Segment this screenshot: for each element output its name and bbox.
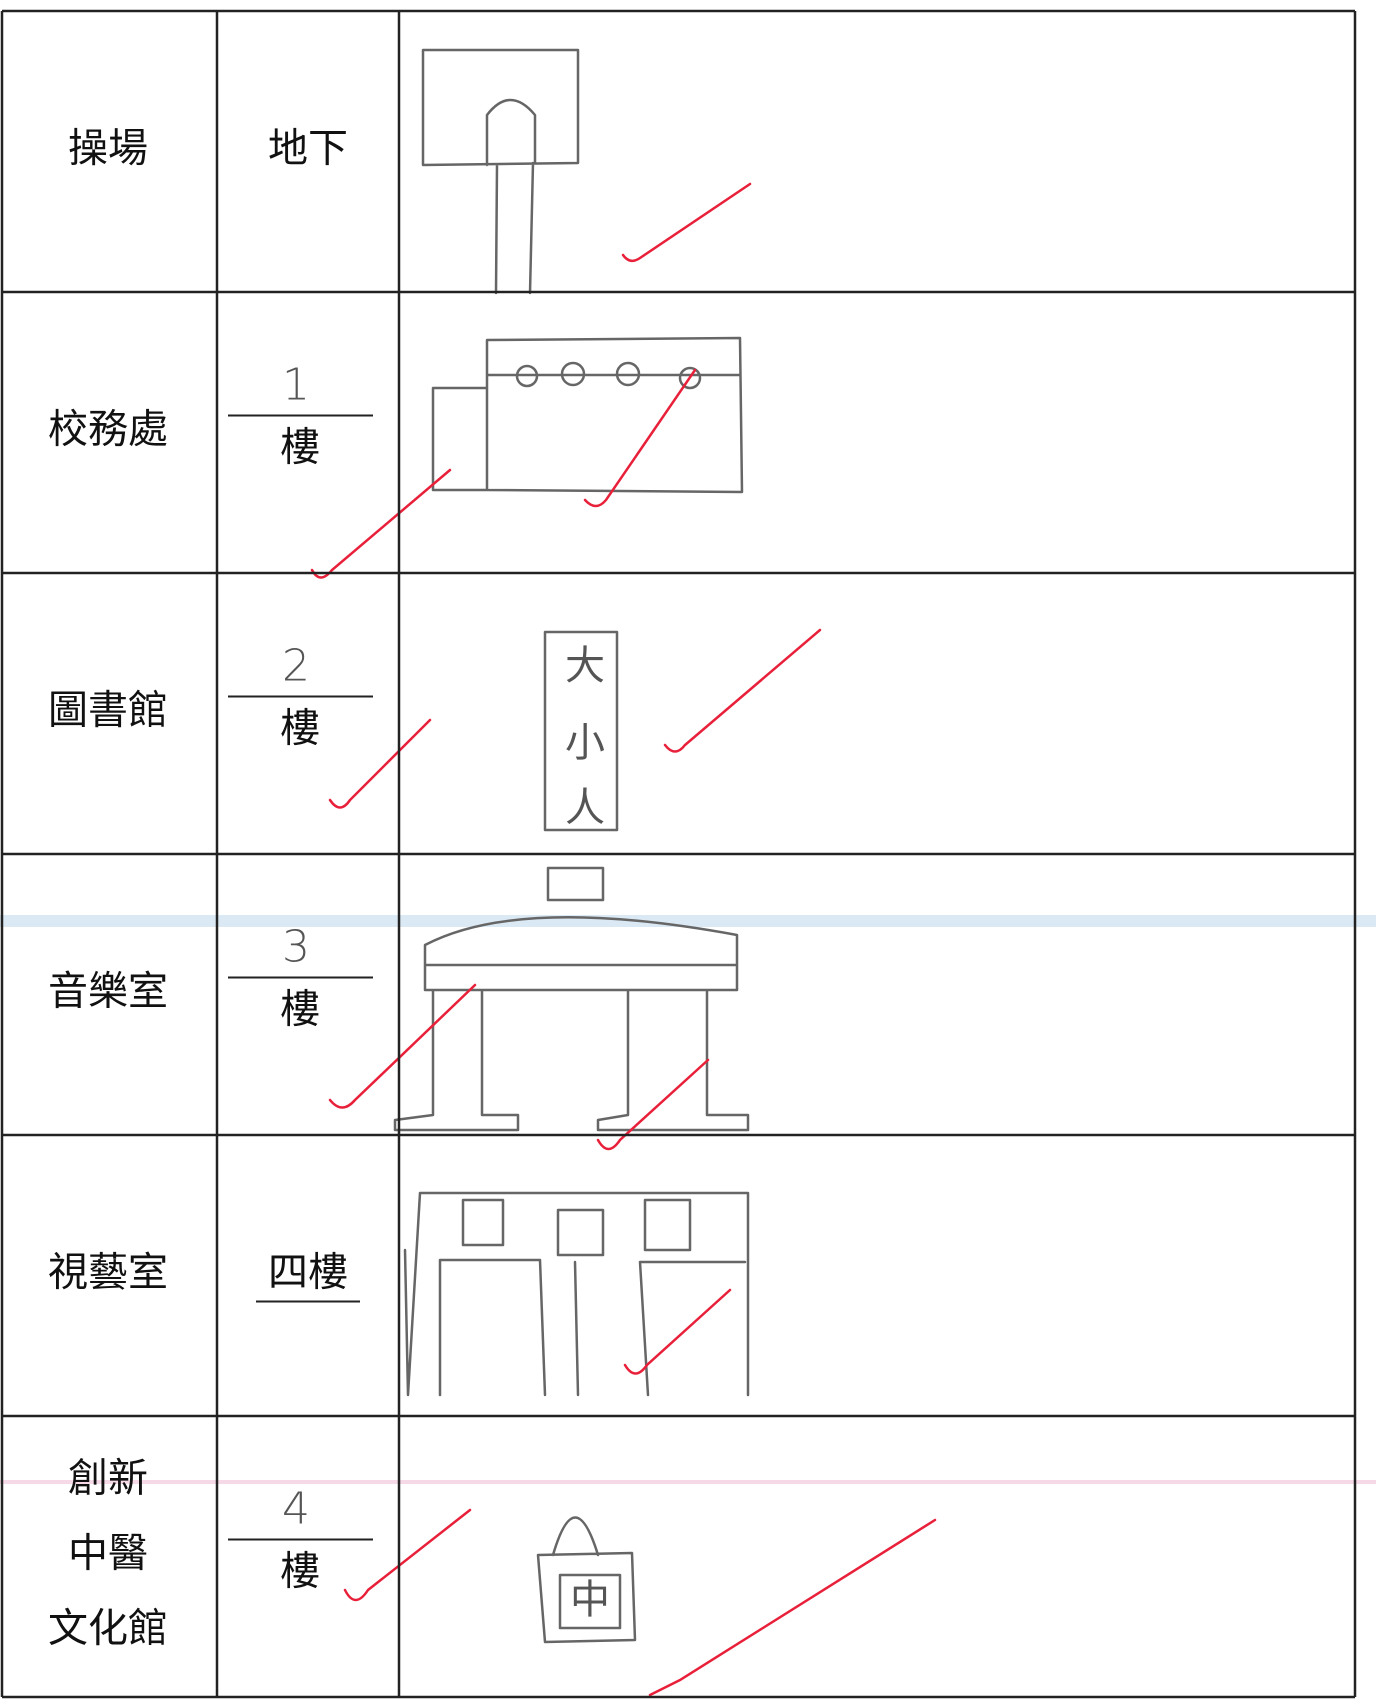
floor-unit: 樓 xyxy=(280,425,320,471)
sketch xyxy=(515,364,539,388)
sketch xyxy=(643,1198,692,1252)
table-row: 圖書館 2 樓 大小人 xyxy=(48,641,605,832)
table-row: 視藝室 四樓 xyxy=(48,1250,360,1303)
background-bleed xyxy=(0,915,1376,1484)
place-name: 校務處 xyxy=(48,407,168,453)
place-name: 音樂室 xyxy=(48,969,168,1015)
sketch xyxy=(393,866,750,1132)
check-mark xyxy=(583,368,697,508)
place-name: 圖書館 xyxy=(48,688,168,734)
check-mark xyxy=(621,182,752,263)
check-mark xyxy=(310,468,452,579)
check-mark xyxy=(663,628,822,753)
floor-unit: 樓 xyxy=(280,706,320,752)
floor-answer: 3 xyxy=(282,922,310,973)
place-name: 文化館 xyxy=(48,1606,168,1652)
sketch-text: 小 xyxy=(565,720,605,766)
sketch-text: 人 xyxy=(565,785,605,831)
sketch xyxy=(556,1208,605,1257)
sketch xyxy=(560,361,586,387)
sketch xyxy=(421,48,580,295)
sketch-text: 大 xyxy=(565,643,605,689)
place-name: 視藝室 xyxy=(48,1250,168,1296)
floor-answer: 2 xyxy=(282,641,310,692)
floor-text: 四樓 xyxy=(268,1250,348,1296)
scan-band xyxy=(0,1480,1376,1484)
check-mark xyxy=(328,718,432,809)
check-mark xyxy=(328,983,477,1109)
check-mark xyxy=(648,1518,937,1697)
check-mark xyxy=(343,1508,472,1602)
scan-band xyxy=(0,915,1376,927)
sketch xyxy=(431,336,744,494)
table-row: 音樂室 3 樓 xyxy=(48,922,373,1033)
sketch xyxy=(615,361,641,387)
sketch xyxy=(678,366,702,390)
sketch xyxy=(403,1191,750,1397)
check-mark xyxy=(623,1288,732,1375)
place-name: 創新 xyxy=(68,1456,148,1502)
sketch xyxy=(543,630,619,832)
floor-answer: 4 xyxy=(282,1484,310,1535)
sketch-text: 中 xyxy=(570,1577,610,1623)
floor-unit: 樓 xyxy=(280,987,320,1033)
floor-answer: 1 xyxy=(282,360,310,411)
sketch xyxy=(461,1198,505,1247)
table-row: 操場 地下 xyxy=(68,126,348,172)
place-name: 操場 xyxy=(68,126,148,172)
table-row: 校務處 1 樓 xyxy=(48,360,373,471)
check-mark xyxy=(596,1058,710,1151)
check-marks xyxy=(310,182,937,1697)
floor-unit: 樓 xyxy=(280,1549,320,1595)
sketch xyxy=(536,1516,637,1644)
table-grid xyxy=(0,9,1357,1699)
place-name: 中醫 xyxy=(68,1531,148,1577)
floor-text: 地下 xyxy=(268,126,348,172)
sketches xyxy=(393,48,750,1644)
